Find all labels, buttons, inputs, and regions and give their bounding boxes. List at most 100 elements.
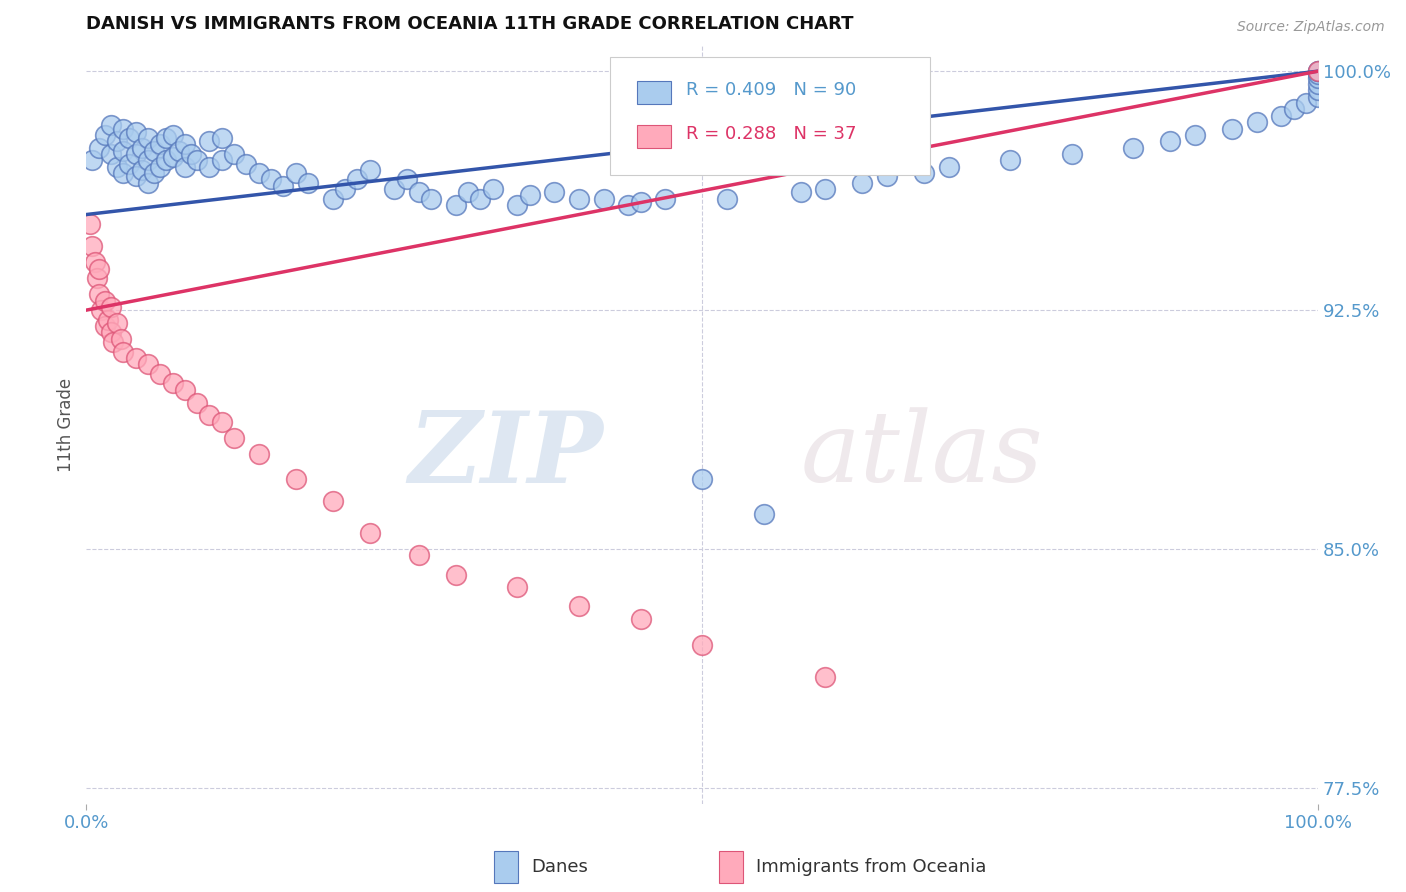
Point — [912, 166, 935, 180]
Point — [444, 198, 467, 212]
Point — [297, 176, 319, 190]
Point — [180, 147, 202, 161]
Point — [543, 186, 565, 200]
Point — [1220, 121, 1243, 136]
Point — [136, 176, 159, 190]
Point — [100, 147, 122, 161]
Point — [90, 303, 112, 318]
Point — [118, 156, 141, 170]
Point — [173, 383, 195, 397]
Point — [198, 409, 221, 423]
Point — [186, 153, 208, 168]
Point — [814, 182, 837, 196]
Point — [149, 137, 172, 152]
Point — [94, 293, 117, 308]
Point — [1308, 77, 1330, 91]
Point — [162, 128, 184, 142]
Text: R = 0.409   N = 90: R = 0.409 N = 90 — [686, 80, 856, 99]
Point — [110, 332, 132, 346]
Point — [630, 194, 652, 209]
Point — [420, 192, 443, 206]
Point — [1282, 103, 1305, 117]
Point — [1060, 147, 1083, 161]
Text: Immigrants from Oceania: Immigrants from Oceania — [756, 858, 987, 876]
Point — [84, 255, 107, 269]
Point — [100, 326, 122, 340]
Point — [1184, 128, 1206, 142]
Y-axis label: 11th Grade: 11th Grade — [58, 378, 75, 472]
Point — [247, 166, 270, 180]
Point — [211, 131, 233, 145]
Point — [346, 172, 368, 186]
Point — [876, 169, 898, 184]
Point — [1308, 70, 1330, 85]
Point — [82, 239, 104, 253]
Point — [506, 198, 529, 212]
Point — [690, 472, 713, 486]
Point — [444, 567, 467, 582]
Point — [284, 166, 307, 180]
Point — [162, 150, 184, 164]
Point — [103, 334, 125, 349]
Point — [284, 472, 307, 486]
Point — [408, 186, 430, 200]
Point — [851, 176, 873, 190]
Text: Source: ZipAtlas.com: Source: ZipAtlas.com — [1237, 20, 1385, 34]
Point — [814, 669, 837, 683]
Point — [118, 131, 141, 145]
Point — [457, 186, 479, 200]
Point — [1159, 134, 1181, 148]
Point — [136, 357, 159, 371]
Point — [938, 160, 960, 174]
Point — [149, 367, 172, 381]
Point — [690, 638, 713, 652]
Point — [1308, 89, 1330, 103]
Point — [100, 118, 122, 132]
Point — [322, 192, 344, 206]
Point — [1308, 83, 1330, 97]
Point — [79, 217, 101, 231]
Point — [1295, 95, 1317, 110]
Point — [1308, 64, 1330, 78]
Point — [568, 599, 591, 614]
Point — [112, 344, 135, 359]
Point — [1308, 64, 1330, 78]
Point — [1122, 140, 1144, 154]
Point — [273, 178, 295, 193]
Point — [592, 192, 614, 206]
Point — [97, 312, 120, 326]
Point — [519, 188, 541, 202]
Point — [408, 549, 430, 563]
Point — [481, 182, 503, 196]
Bar — [637, 125, 672, 148]
Point — [100, 300, 122, 314]
Point — [143, 166, 166, 180]
Point — [322, 494, 344, 508]
Text: DANISH VS IMMIGRANTS FROM OCEANIA 11TH GRADE CORRELATION CHART: DANISH VS IMMIGRANTS FROM OCEANIA 11TH G… — [86, 15, 853, 33]
Point — [654, 192, 676, 206]
Text: ZIP: ZIP — [409, 407, 603, 503]
Point — [105, 134, 128, 148]
Point — [998, 153, 1021, 168]
Point — [198, 160, 221, 174]
Point — [224, 147, 246, 161]
Point — [716, 192, 738, 206]
Point — [112, 144, 135, 158]
Point — [382, 182, 405, 196]
Point — [136, 153, 159, 168]
Point — [1308, 67, 1330, 81]
Point — [359, 163, 381, 178]
FancyBboxPatch shape — [610, 57, 931, 175]
Point — [173, 137, 195, 152]
Point — [211, 153, 233, 168]
Point — [94, 128, 117, 142]
Point — [333, 182, 356, 196]
Point — [173, 160, 195, 174]
Point — [470, 192, 492, 206]
Point — [86, 271, 108, 285]
Point — [186, 395, 208, 409]
Point — [1270, 109, 1292, 123]
Point — [124, 351, 146, 365]
Point — [124, 125, 146, 139]
Point — [211, 415, 233, 429]
